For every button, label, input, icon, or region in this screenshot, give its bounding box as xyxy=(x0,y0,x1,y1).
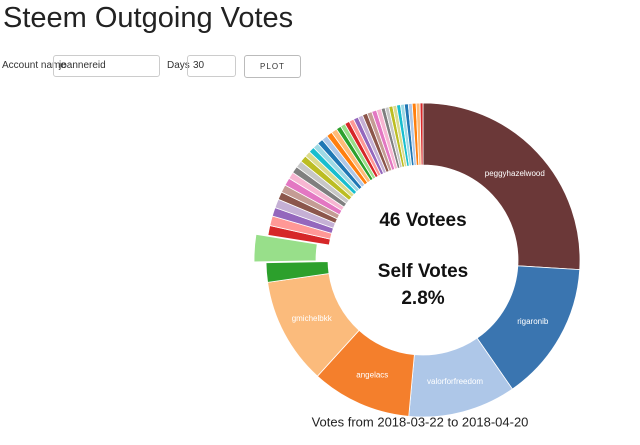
days-label: Days xyxy=(167,60,190,71)
donut-slice xyxy=(253,233,318,263)
page-title: Steem Outgoing Votes xyxy=(3,2,294,34)
account-input[interactable]: joannereid xyxy=(53,55,160,77)
slice-label: valorforfreedom xyxy=(427,377,483,386)
donut-slice xyxy=(265,261,330,283)
plot-button[interactable]: PLOT xyxy=(244,55,301,78)
slice-label: peggyhazelwood xyxy=(485,169,545,178)
days-input[interactable]: 30 xyxy=(187,55,236,77)
chart-footer: Votes from 2018-03-22 to 2018-04-20 xyxy=(312,414,529,429)
account-label: Account name xyxy=(2,60,66,71)
donut-slice xyxy=(422,102,581,271)
slice-label: angelacs xyxy=(356,370,388,379)
center-text: Self Votes xyxy=(378,261,468,282)
center-text: 46 Votees xyxy=(379,210,466,231)
center-text: 2.8% xyxy=(401,288,444,309)
donut-slice xyxy=(419,102,424,166)
slice-label: rigaronib xyxy=(517,317,549,326)
slice-label: gmichelbkk xyxy=(292,314,333,323)
